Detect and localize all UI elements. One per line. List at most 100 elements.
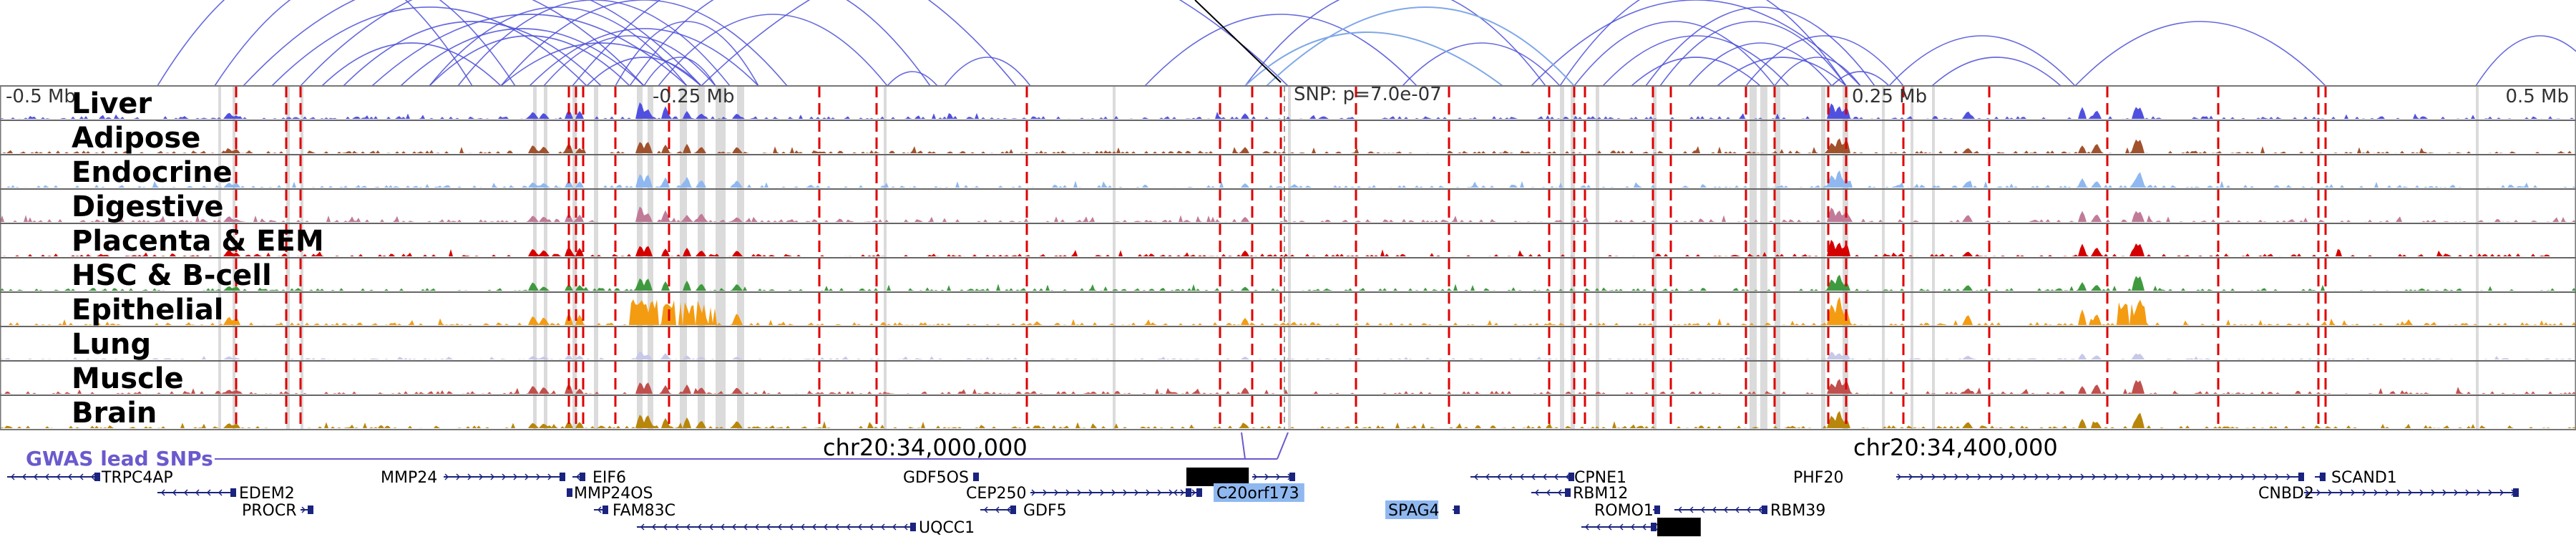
gene-exon — [910, 523, 916, 531]
gene-exon — [1762, 505, 1767, 514]
gene-strand-arrow — [1897, 473, 1902, 480]
gene-label: MMP24 — [381, 469, 437, 487]
gene-strand-arrow — [1542, 473, 1547, 480]
gene-label: GDF5OS — [903, 469, 969, 487]
gene-strand-arrow — [2373, 489, 2379, 496]
gene-strand-arrow — [1565, 473, 1570, 480]
gene-label: SPAG4 — [1388, 502, 1440, 520]
gwas-marker — [1277, 432, 1289, 460]
loop-arc — [400, 28, 645, 87]
track-label-brain: Brain — [72, 397, 157, 430]
gene-strand-arrow — [2172, 473, 2177, 480]
gene-strand-arrow — [846, 523, 851, 531]
gene-strand-arrow — [160, 489, 165, 496]
gene-exon — [1654, 505, 1660, 514]
gene-strand-arrow — [2499, 489, 2504, 496]
gene-strand-arrow — [33, 473, 38, 480]
gene-strand-arrow — [2137, 473, 2142, 480]
gene-strand-arrow — [1931, 473, 1936, 480]
gene-exon — [308, 505, 313, 514]
snp-label: SNP: p=7.0e-07 — [1294, 84, 1442, 105]
loop-arc — [429, 6, 688, 87]
gene-strand-arrow — [2080, 473, 2085, 480]
gene-strand-arrow — [823, 523, 828, 531]
gene-label-box — [1385, 500, 1438, 519]
loop-arc — [500, 0, 788, 87]
gene-strand-arrow — [1111, 489, 1116, 496]
loop-arc — [1831, 71, 1890, 87]
loop-arc — [1602, 35, 1790, 87]
axis-mid-left-label: -0.25 Mb — [653, 86, 734, 107]
gene-strand-arrow — [1908, 473, 1913, 480]
track-label-adipose: Adipose — [72, 122, 200, 155]
gene-label: RBM39 — [1770, 502, 1825, 520]
gene-strand-arrow — [857, 523, 862, 531]
gene-strand-arrow — [525, 473, 530, 480]
gene-strand-arrow — [1607, 523, 1612, 531]
gene-exon — [1010, 505, 1016, 514]
gene-strand-arrow — [903, 523, 908, 531]
gene-strand-arrow — [731, 523, 736, 531]
gene-strand-arrow — [651, 523, 656, 531]
gene-label: RBM12 — [1573, 485, 1628, 503]
gene-exon — [580, 473, 585, 481]
gene-strand-arrow — [2339, 489, 2344, 496]
gene-strand-arrow — [2396, 489, 2401, 496]
loop-arc — [214, 0, 516, 87]
gene-strand-arrow — [686, 523, 691, 531]
gene-label: MMP24OS — [574, 485, 653, 503]
loop-arc — [701, 0, 1289, 87]
gene-strand-arrow — [44, 473, 49, 480]
track-label-digestive: Digestive — [72, 190, 224, 223]
loop-arc — [658, 14, 888, 87]
loop-arc — [887, 71, 938, 87]
gene-strand-arrow — [1546, 489, 1551, 496]
gene-strand-arrow — [1689, 506, 1694, 513]
gene-strand-arrow — [1723, 506, 1728, 513]
gene-strand-arrow — [21, 473, 26, 480]
gene-exon — [2298, 473, 2304, 481]
gene-exon — [94, 473, 100, 481]
signal-2 — [0, 170, 2576, 188]
gene-exon — [1568, 473, 1574, 481]
loop-arc — [1688, 42, 1833, 87]
gene-exon — [2320, 473, 2326, 481]
gene-strand-arrow — [1746, 506, 1751, 513]
gene-exon — [1651, 523, 1657, 531]
gene-strand-arrow — [79, 473, 84, 480]
gene-strand-arrow — [2286, 473, 2291, 480]
gene-strand-arrow — [2477, 489, 2482, 496]
gene-strand-arrow — [743, 523, 748, 531]
gene-strand-arrow — [1531, 473, 1536, 480]
gene-label: PHF20 — [1793, 469, 1843, 487]
track-label-lung: Lung — [72, 328, 151, 361]
gene-strand-arrow — [880, 523, 885, 531]
axis-left-label: -0.5 Mb — [6, 86, 76, 107]
gene-label: C20orf173 — [1216, 485, 1299, 503]
chromatin-loop-arcs — [157, 0, 2576, 87]
loop-arc — [1888, 35, 2076, 87]
gene-strand-arrow — [1134, 489, 1139, 496]
gene-strand-arrow — [1757, 506, 1762, 513]
track-label-liver: Liver — [72, 87, 152, 120]
gene-label: ROMO1 — [1594, 502, 1654, 520]
gene-strand-arrow — [2149, 473, 2154, 480]
signal-1 — [0, 138, 2576, 153]
gene-exon — [1186, 488, 1191, 497]
gene-strand-arrow — [1157, 489, 1162, 496]
gene-strand-arrow — [1006, 506, 1011, 513]
gene-strand-arrow — [10, 473, 15, 480]
gene-label: PROCR — [242, 502, 297, 520]
loop-arc — [1266, 6, 1575, 87]
pointer-line — [1194, 0, 1282, 83]
gene-strand-arrow — [536, 473, 541, 480]
gene-strand-arrow — [720, 523, 725, 531]
gene-strand-arrow — [2328, 489, 2333, 496]
gene-strand-arrow — [2442, 489, 2447, 496]
coordinate-label: chr20:34,400,000 — [1853, 434, 2058, 461]
gene-strand-arrow — [811, 523, 816, 531]
gene-strand-arrow — [640, 523, 645, 531]
loop-arc — [1402, 42, 1561, 87]
gene-strand-arrow — [1943, 473, 1948, 480]
gene-label: FAM83C — [613, 502, 675, 520]
